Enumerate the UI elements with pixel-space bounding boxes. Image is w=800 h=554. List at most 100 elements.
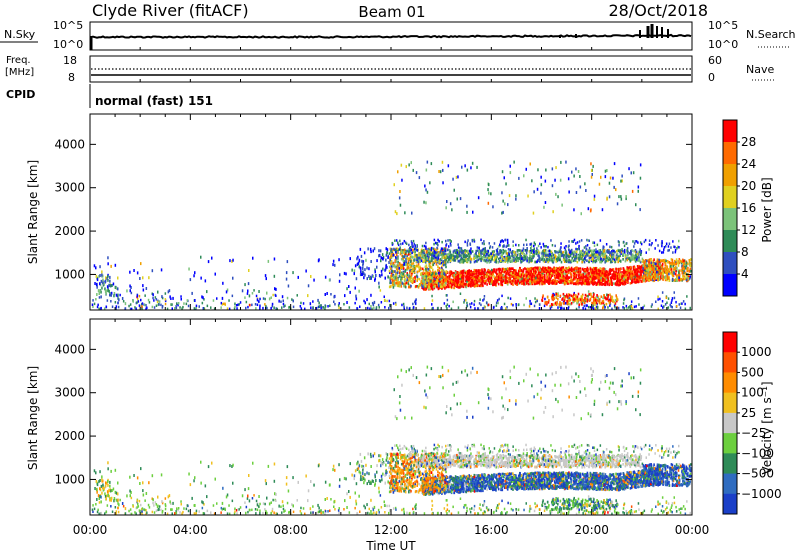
heatmap-cell [94,282,96,285]
heatmap-cell [623,270,625,273]
heatmap-cell [440,268,443,272]
heatmap-cell [450,271,453,274]
heatmap-cell [436,283,438,287]
heatmap-cell [193,307,196,310]
heatmap-cell [456,275,459,278]
heatmap-cell [513,275,516,279]
heatmap-cell [416,254,418,257]
heatmap-cell [584,275,587,279]
heatmap-cell [427,277,430,281]
heatmap-cell [651,272,654,275]
heatmap-cell [519,254,521,258]
heatmap-cell [586,282,589,286]
heatmap-cell [117,305,120,309]
heatmap-cell [355,297,358,301]
heatmap-cell [636,274,639,278]
heatmap-cell [599,283,601,286]
heatmap-cell [576,280,578,284]
heatmap-cell [285,277,288,281]
heatmap-cell [462,285,465,289]
heatmap-cell [585,273,587,276]
heatmap-cell [384,306,386,309]
heatmap-cell [276,307,278,311]
heatmap-cell [600,279,602,282]
heatmap-cell [515,305,517,308]
heatmap-cell [572,298,574,302]
heatmap-cell [541,270,543,274]
heatmap-cell [595,254,597,257]
heatmap-cell [543,273,546,277]
heatmap-cell [130,286,132,289]
heatmap-cell [437,259,440,263]
heatmap-cell [408,267,411,270]
heatmap-cell [611,283,613,286]
heatmap-cell [432,256,434,260]
heatmap-cell [504,249,506,253]
heatmap-cell [587,272,589,276]
heatmap-cell [390,260,393,263]
heatmap-cell [505,276,507,279]
heatmap-cell [320,304,322,307]
heatmap-cell [611,273,613,276]
heatmap-cell [369,277,371,280]
heatmap-cell [364,268,366,272]
heatmap-cell [119,293,121,297]
heatmap-cell [224,302,226,305]
heatmap-cell [534,270,537,273]
heatmap-cell [126,289,128,293]
heatmap-cell [516,253,519,257]
heatmap-cell [530,255,533,258]
heatmap-cell [597,251,600,255]
station-title: Clyde River (fitACF) [92,1,249,20]
heatmap-cell [466,279,469,283]
heatmap-cell [586,304,588,307]
heatmap-cell [404,285,407,289]
heatmap-cell [548,280,550,283]
heatmap-cell [408,258,411,261]
heatmap-cell [448,255,451,259]
heatmap-cell [431,294,433,298]
heatmap-cell [568,255,570,259]
heatmap-cell [402,255,404,258]
heatmap-cell [377,303,380,307]
heatmap-cell [609,276,612,279]
heatmap-cell [601,271,603,275]
heatmap-cell [461,257,464,261]
heatmap-cell [478,253,480,256]
heatmap-cell [611,307,613,311]
heatmap-cell [522,268,525,271]
heatmap-cell [638,250,641,254]
heatmap-cell [102,281,104,285]
heatmap-cell [430,286,432,289]
heatmap-cell [568,296,571,300]
heatmap-cell [408,276,410,280]
heatmap-cell [447,280,449,283]
heatmap-cell [381,273,383,277]
heatmap-cell [533,272,535,275]
heatmap-cell [259,304,261,307]
heatmap-cell [390,254,392,258]
heatmap-cell [412,306,415,309]
heatmap-cell [91,303,94,306]
heatmap-cell [104,290,107,293]
heatmap-cell [444,260,447,263]
heatmap-cell [273,306,275,309]
heatmap-cell [506,306,508,309]
heatmap-cell [476,281,478,285]
heatmap-cell [483,273,485,276]
heatmap-cell [571,281,574,284]
heatmap-cell [363,251,366,255]
heatmap-cell [591,268,594,272]
heatmap-cell [353,269,356,273]
heatmap-cell [562,281,564,284]
heatmap-cell [474,307,476,310]
heatmap-cell [425,287,427,290]
heatmap-cell [443,256,445,259]
heatmap-cell [388,285,391,289]
heatmap-cell [426,266,428,270]
heatmap-cell [252,256,254,260]
heatmap-cell [597,274,600,278]
heatmap-cell [142,276,144,280]
heatmap-cell [370,260,372,263]
heatmap-cell [446,271,449,274]
